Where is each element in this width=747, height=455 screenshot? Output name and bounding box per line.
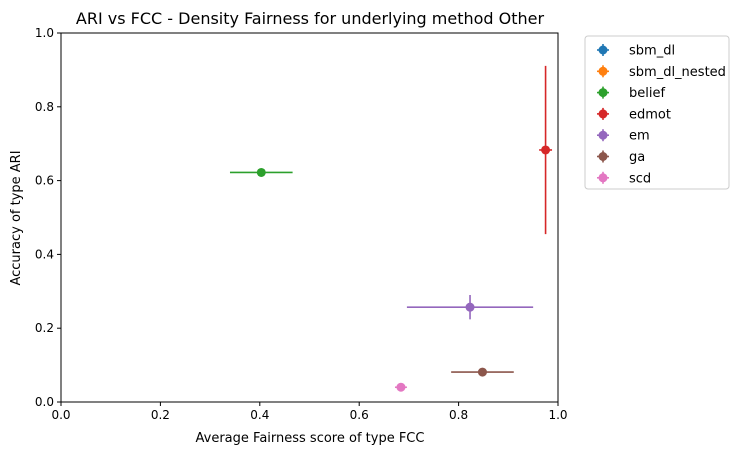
legend-entry-sbm_dl_nested: sbm_dl_nested	[597, 65, 726, 80]
y-tick-label: 0.4	[35, 247, 54, 261]
legend-entry-belief: belief	[597, 86, 665, 101]
point-belief	[229, 167, 293, 177]
y-tick-label: 0.0	[35, 395, 54, 409]
legend-marker	[598, 152, 608, 161]
point-edmot	[539, 65, 553, 235]
marker-belief	[256, 167, 266, 177]
legend-marker	[598, 66, 608, 76]
point-ga	[451, 367, 514, 377]
x-axis-ticks: 0.0 0.2 0.4 0.6 0.8 1.0	[51, 402, 568, 422]
data-marks	[229, 65, 553, 392]
marker-scd	[396, 382, 406, 392]
marker-ga	[477, 367, 487, 377]
legend-entry-sbm_dl: sbm_dl	[597, 44, 675, 59]
marker-em	[465, 302, 475, 312]
point-em	[406, 294, 534, 320]
legend-marker	[598, 88, 608, 98]
y-axis-label: Accuracy of type ARI	[9, 150, 24, 285]
legend-marker	[598, 45, 608, 55]
y-tick-label: 0.6	[35, 174, 54, 188]
legend-marker	[598, 109, 608, 119]
x-tick-label: 0.0	[51, 408, 70, 422]
legend-label: em	[629, 129, 650, 144]
x-tick-label: 0.8	[449, 408, 468, 422]
y-tick-label: 0.2	[35, 321, 54, 335]
x-tick-label: 1.0	[548, 408, 567, 422]
x-axis-label: Average Fairness score of type FCC	[196, 431, 425, 446]
legend-label: ga	[629, 150, 645, 165]
point-scd	[394, 382, 407, 392]
legend-entry-em: em	[597, 129, 650, 144]
x-tick-label: 0.4	[250, 408, 269, 422]
y-tick-label: 1.0	[35, 26, 54, 40]
legend-box	[584, 35, 730, 190]
x-tick-label: 0.6	[350, 408, 369, 422]
legend-label: edmot	[629, 107, 671, 122]
legend-entry-ga: ga	[597, 150, 645, 165]
chart-title: ARI vs FCC - Density Fairness for underl…	[76, 9, 545, 28]
plot-area	[60, 32, 559, 403]
legend-marker	[598, 130, 608, 140]
legend-entry-scd: scd	[597, 171, 651, 186]
y-axis-ticks: 0.0 0.2 0.4 0.6 0.8 1.0	[35, 26, 61, 409]
legend-label: belief	[629, 86, 665, 101]
legend-entry-edmot: edmot	[597, 107, 671, 122]
legend-label: sbm_dl_nested	[629, 65, 726, 80]
legend-marker	[598, 173, 608, 183]
legend-label: sbm_dl	[629, 44, 675, 59]
marker-edmot	[541, 145, 551, 155]
x-tick-label: 0.2	[151, 408, 170, 422]
legend-label: scd	[629, 171, 651, 186]
y-tick-label: 0.8	[35, 100, 54, 114]
